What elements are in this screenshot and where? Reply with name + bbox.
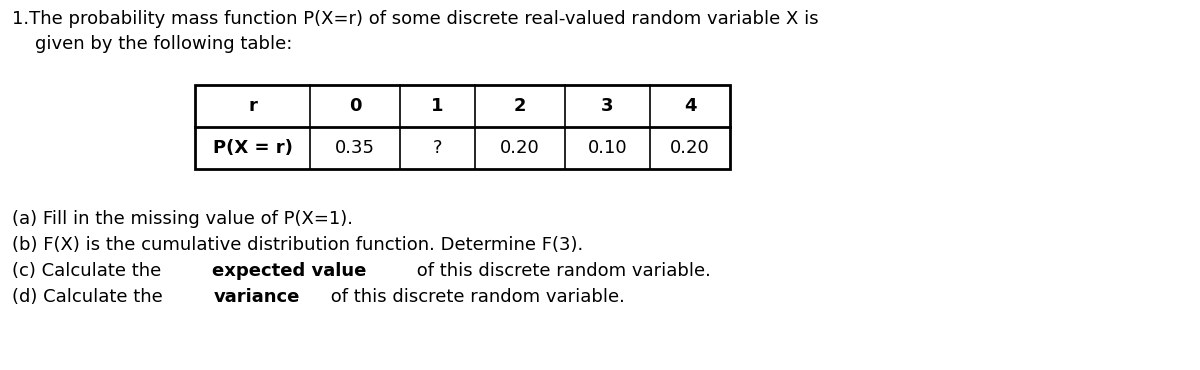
Text: 1: 1 bbox=[431, 97, 444, 115]
Text: ?: ? bbox=[433, 139, 443, 157]
Text: P(X = r): P(X = r) bbox=[212, 139, 293, 157]
Text: (d) Calculate the: (d) Calculate the bbox=[12, 288, 168, 306]
Text: 3: 3 bbox=[601, 97, 613, 115]
Text: 4: 4 bbox=[684, 97, 696, 115]
Text: 0.10: 0.10 bbox=[588, 139, 628, 157]
Text: of this discrete random variable.: of this discrete random variable. bbox=[412, 262, 712, 280]
Text: 1.The probability mass function P(X=r) of some discrete real-valued random varia: 1.The probability mass function P(X=r) o… bbox=[12, 10, 818, 28]
Text: (b) F(X) is the cumulative distribution function. Determine F(3).: (b) F(X) is the cumulative distribution … bbox=[12, 236, 583, 254]
Text: given by the following table:: given by the following table: bbox=[12, 35, 293, 53]
Text: (a) Fill in the missing value of P(X=1).: (a) Fill in the missing value of P(X=1). bbox=[12, 210, 353, 228]
Text: variance: variance bbox=[214, 288, 300, 306]
Text: 2: 2 bbox=[514, 97, 527, 115]
Text: (c) Calculate the: (c) Calculate the bbox=[12, 262, 167, 280]
Text: 0.20: 0.20 bbox=[670, 139, 710, 157]
Text: 0.20: 0.20 bbox=[500, 139, 540, 157]
Bar bbox=[194, 85, 730, 169]
Text: r: r bbox=[248, 97, 257, 115]
Text: 0.35: 0.35 bbox=[335, 139, 374, 157]
Text: expected value: expected value bbox=[212, 262, 366, 280]
Text: of this discrete random variable.: of this discrete random variable. bbox=[325, 288, 625, 306]
Text: 0: 0 bbox=[349, 97, 361, 115]
